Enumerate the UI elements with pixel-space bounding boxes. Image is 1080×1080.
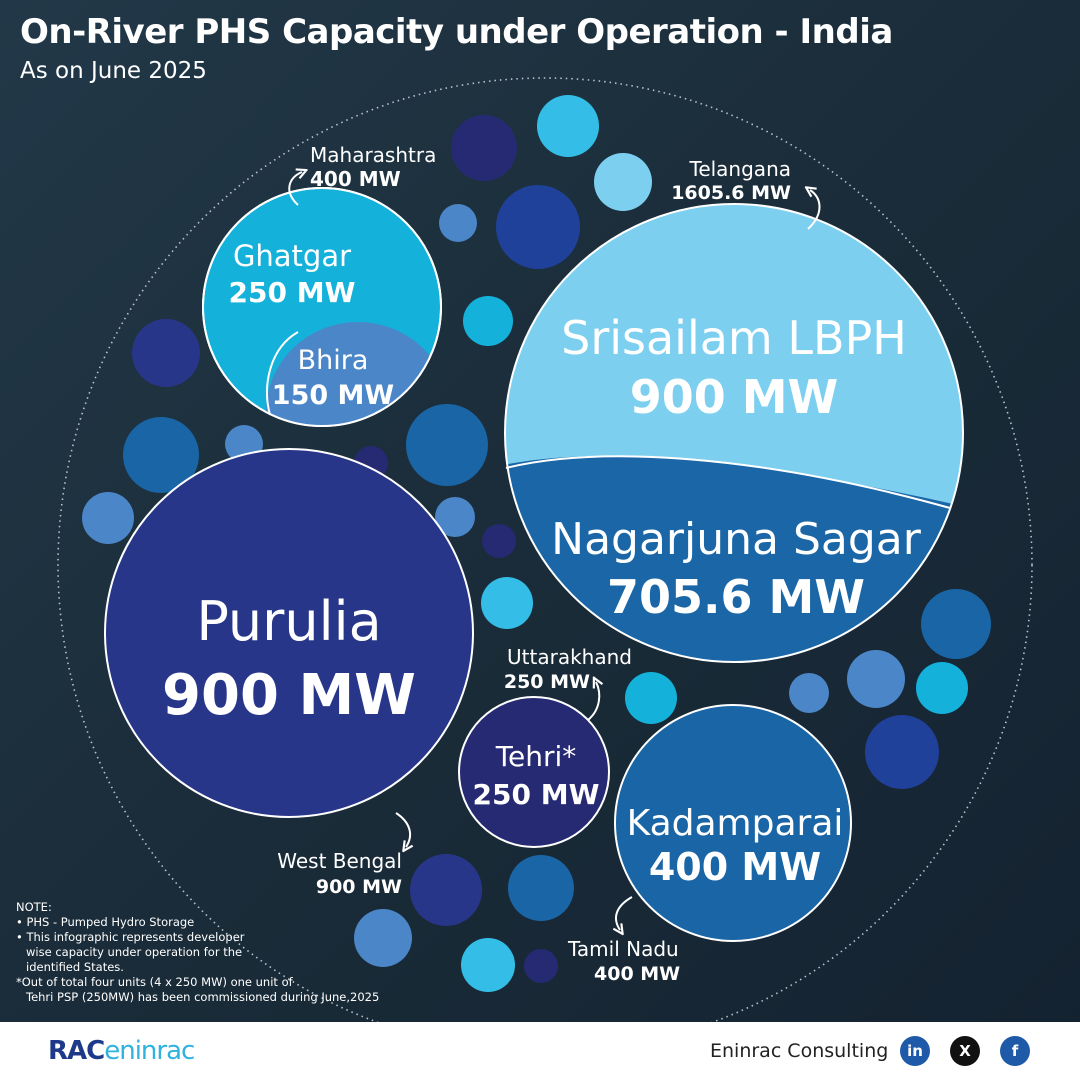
note-line: • This infographic represents developer xyxy=(16,930,245,944)
notes-section: NOTE: • PHS - Pumped Hydro Storage • Thi… xyxy=(16,900,436,1005)
footer-bar: RACeninrac Eninrac Consulting in X f xyxy=(0,1022,1080,1080)
tehri-name-label: Tehri* xyxy=(495,740,577,773)
nagarjuna-value-label: 705.6 MW xyxy=(607,570,865,624)
tehri-value-label: 250 MW xyxy=(473,778,600,811)
uttarakhand-arrow xyxy=(587,682,599,721)
maharashtra-state-label: Maharashtra xyxy=(310,143,436,167)
deco-bubble xyxy=(508,855,574,921)
tamil-nadu-state-label: Tamil Nadu xyxy=(567,937,679,961)
notes-heading: NOTE: xyxy=(16,900,52,914)
facebook-icon[interactable]: f xyxy=(1000,1036,1030,1066)
tamil-nadu-arrow xyxy=(616,896,633,930)
deco-bubble xyxy=(410,854,482,926)
page-title: On-River PHS Capacity under Operation - … xyxy=(20,12,893,52)
note-line: wise capacity under operation for the xyxy=(26,945,243,959)
deco-bubble xyxy=(439,204,477,242)
maharashtra-arrow xyxy=(288,172,302,206)
telangana-total-label: 1605.6 MW xyxy=(671,182,791,204)
logo-right: eninrac xyxy=(104,1036,195,1066)
deco-bubble xyxy=(435,497,475,537)
note-line: Tehri PSP (250MW) has been commissioned … xyxy=(26,990,380,1004)
kadamparai-value-label: 400 MW xyxy=(649,845,821,889)
company-name: Eninrac Consulting xyxy=(710,1040,889,1062)
tamil-nadu-total-label: 400 MW xyxy=(594,963,680,985)
bubble-maharashtra: Ghatgar 250 MW Bhira 150 MW xyxy=(202,187,442,427)
west-bengal-total-label: 900 MW xyxy=(316,876,402,898)
maharashtra-total-label: 400 MW xyxy=(310,167,401,191)
deco-bubble xyxy=(461,938,515,992)
bhira-value-label: 150 MW xyxy=(272,380,394,411)
deco-bubble xyxy=(82,492,134,544)
bubble-telangana: Srisailam LBPH 900 MW Nagarjuna Sagar 70… xyxy=(504,203,964,663)
bubble-west-bengal: Purulia 900 MW xyxy=(104,448,474,818)
deco-bubble xyxy=(354,909,412,967)
uttarakhand-state-label: Uttarakhand xyxy=(507,645,632,669)
deco-bubble xyxy=(123,417,199,493)
deco-bubble xyxy=(594,153,652,211)
decorative-bubbles xyxy=(82,95,991,992)
bhira-name-label: Bhira xyxy=(298,345,369,376)
note-line: *Out of total four units (4 x 250 MW) on… xyxy=(16,975,293,989)
logo-left: RAC xyxy=(48,1036,105,1066)
bubble-purulia xyxy=(104,448,474,818)
bubble-uttarakhand: Tehri* 250 MW xyxy=(458,696,610,848)
bubble-tamil-nadu: Kadamparai 400 MW xyxy=(614,704,852,942)
deco-bubble xyxy=(921,589,991,659)
nagarjuna-name-label: Nagarjuna Sagar xyxy=(551,514,922,565)
telangana-arrow xyxy=(808,190,821,230)
deco-bubble xyxy=(496,185,580,269)
srisailam-name-label: Srisailam LBPH xyxy=(561,311,907,365)
state-labels: Maharashtra 400 MW Telangana 1605.6 MW W… xyxy=(277,143,821,985)
deco-bubble xyxy=(865,715,939,789)
west-bengal-state-label: West Bengal xyxy=(277,849,402,873)
ghatgar-name-label: Ghatgar xyxy=(233,239,351,273)
deco-bubble xyxy=(406,404,488,486)
west-bengal-arrow xyxy=(395,812,410,847)
purulia-value-label: 900 MW xyxy=(162,663,416,728)
deco-bubble xyxy=(524,949,558,983)
note-line: identified States. xyxy=(26,960,124,974)
deco-bubble xyxy=(482,524,516,558)
telangana-state-label: Telangana xyxy=(689,157,792,181)
srisailam-value-label: 900 MW xyxy=(630,370,839,424)
bubble-bhira xyxy=(266,322,441,426)
deco-bubble xyxy=(625,672,677,724)
uttarakhand-total-label: 250 MW xyxy=(504,671,590,693)
linkedin-icon[interactable]: in xyxy=(900,1036,930,1066)
purulia-name-label: Purulia xyxy=(196,590,381,653)
ghatgar-value-label: 250 MW xyxy=(229,276,356,309)
deco-bubble xyxy=(132,319,200,387)
deco-bubble xyxy=(537,95,599,157)
bubble-tehri xyxy=(458,696,610,848)
deco-bubble xyxy=(463,296,513,346)
deco-bubble xyxy=(451,115,517,181)
deco-bubble xyxy=(481,577,533,629)
bubble-kadamparai xyxy=(614,704,852,942)
deco-bubble xyxy=(916,662,968,714)
note-line: • PHS - Pumped Hydro Storage xyxy=(16,915,195,929)
page-subtitle: As on June 2025 xyxy=(20,58,207,84)
deco-bubble xyxy=(789,673,829,713)
deco-bubble xyxy=(847,650,905,708)
x-icon[interactable]: X xyxy=(950,1036,980,1066)
company-logo: RACeninrac xyxy=(48,1036,195,1066)
kadamparai-name-label: Kadamparai xyxy=(627,803,844,844)
